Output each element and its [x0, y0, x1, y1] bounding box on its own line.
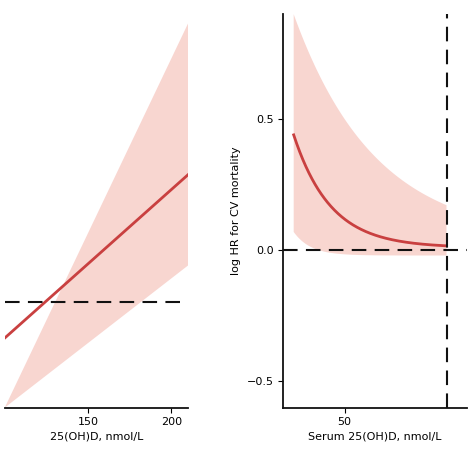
Polygon shape: [294, 14, 447, 255]
X-axis label: 25(OH)D, nmol/L: 25(OH)D, nmol/L: [50, 431, 143, 441]
Polygon shape: [5, 23, 188, 408]
X-axis label: Serum 25(OH)D, nmol/L: Serum 25(OH)D, nmol/L: [309, 431, 442, 441]
Y-axis label: log HR for CV mortality: log HR for CV mortality: [231, 146, 241, 275]
